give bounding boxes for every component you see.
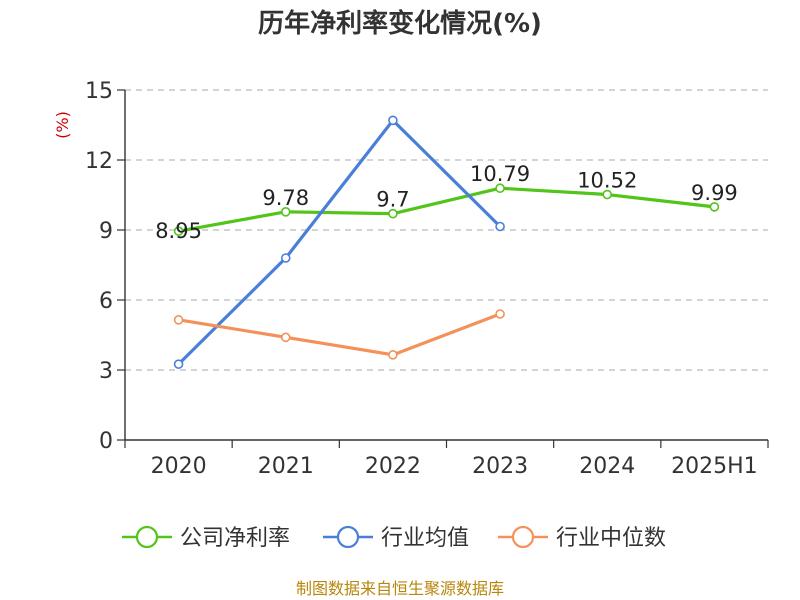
x-tick-label: 2025H1 <box>671 454 758 479</box>
source-note: 制图数据来自恒生聚源数据库 <box>296 579 504 598</box>
data-label: 9.99 <box>691 181 738 205</box>
data-point <box>495 183 505 194</box>
data-point <box>280 332 291 343</box>
legend-label: 行业均值 <box>381 526 469 551</box>
grid-lines <box>125 89 768 371</box>
series-line-1 <box>177 118 502 366</box>
data-point <box>388 208 398 219</box>
legend-label: 公司净利率 <box>180 526 290 551</box>
data-labels: 8.95 9.78 9.7 10.79 10.52 9.99 <box>155 162 738 243</box>
series-line-0 <box>178 186 715 233</box>
y-tick-label: 12 <box>85 149 113 174</box>
y-tick-label: 9 <box>99 219 113 244</box>
x-tick-label: 2021 <box>258 454 314 479</box>
data-point <box>388 350 398 360</box>
data-point <box>280 207 291 217</box>
data-point <box>280 253 291 263</box>
y-axis-unit: (%) <box>53 111 72 139</box>
series-lines <box>173 115 720 369</box>
data-point <box>495 221 505 232</box>
data-point <box>495 309 505 319</box>
x-tick-label: 2024 <box>579 454 635 479</box>
data-point <box>602 189 613 200</box>
legend: 公司净利率 行业均值 行业中位数 <box>122 525 666 551</box>
data-label: 10.52 <box>577 169 637 193</box>
data-label: 8.95 <box>155 219 202 243</box>
legend-swatch-marker <box>135 525 159 549</box>
data-point <box>173 359 184 369</box>
y-tick-label: 6 <box>99 289 113 314</box>
data-point <box>173 226 184 236</box>
series-line-2 <box>178 312 501 357</box>
data-point <box>388 115 398 126</box>
data-label: 9.7 <box>376 188 409 212</box>
chart-title: 历年净利率变化情况(%) <box>258 8 542 39</box>
y-tick-label: 15 <box>85 79 113 104</box>
y-tick-label: 0 <box>99 429 113 454</box>
data-point <box>709 202 720 212</box>
x-tick-label: 2020 <box>151 454 207 479</box>
legend-swatch-marker <box>511 525 535 549</box>
data-point <box>173 315 184 325</box>
x-tick-label: 2022 <box>365 454 421 479</box>
x-tick-label: 2023 <box>472 454 528 479</box>
legend-swatch-marker <box>336 525 360 549</box>
data-label: 9.78 <box>262 186 309 210</box>
legend-label: 行业中位数 <box>556 526 666 551</box>
axes: 0 3 6 9 12 15 2020 2021 2022 2023 2024 2025H1 <box>85 79 769 479</box>
y-tick-label: 3 <box>99 359 113 384</box>
data-label: 10.79 <box>470 162 530 186</box>
